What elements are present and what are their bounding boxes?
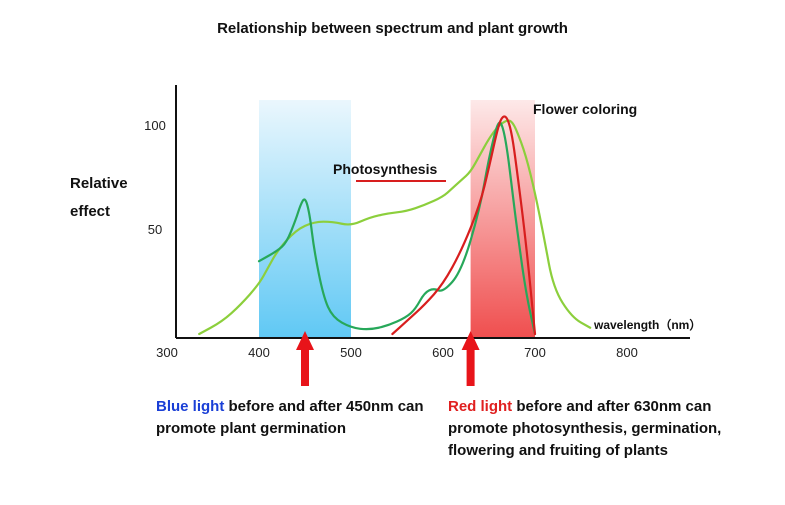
x-tick-label: 800: [616, 345, 638, 360]
x-tick-label: 600: [432, 345, 454, 360]
flower-coloring-label: Flower coloring: [533, 101, 637, 117]
blue-band: [259, 100, 351, 338]
blue-marker-arrow-icon: [296, 331, 314, 386]
x-tick-label: 400: [248, 345, 270, 360]
x-axis-label: wavelength（nm）: [593, 317, 701, 332]
red-light-text: before and after 630nm can promote photo…: [448, 398, 722, 459]
x-tick-label: 500: [340, 345, 362, 360]
blue-light-highlight: Blue light: [156, 398, 225, 415]
series-line-chlorophyll: [257, 121, 537, 336]
red-marker-arrow-icon: [461, 331, 480, 386]
x-tick-label: 300: [156, 345, 178, 360]
chart-title: Relationship between spectrum and plant …: [217, 20, 568, 37]
photosynthesis-label: Photosynthesis: [333, 161, 437, 177]
series-line-red-absorption: [391, 115, 537, 336]
red-light-caption: Red light before and after 630nm can pro…: [448, 396, 738, 462]
series-line-photosynthesis: [198, 119, 592, 336]
red-band: [470, 100, 535, 338]
y-tick-label: 50: [148, 222, 162, 237]
red-light-highlight: Red light: [448, 398, 513, 415]
y-axis-label: Relative effect: [70, 175, 128, 220]
x-tick-label: 700: [524, 345, 546, 360]
blue-light-caption: Blue light before and after 450nm can pr…: [156, 396, 446, 440]
blue-light-text: before and after 450nm can promote plant…: [156, 398, 424, 437]
y-tick-label: 100: [144, 118, 166, 133]
